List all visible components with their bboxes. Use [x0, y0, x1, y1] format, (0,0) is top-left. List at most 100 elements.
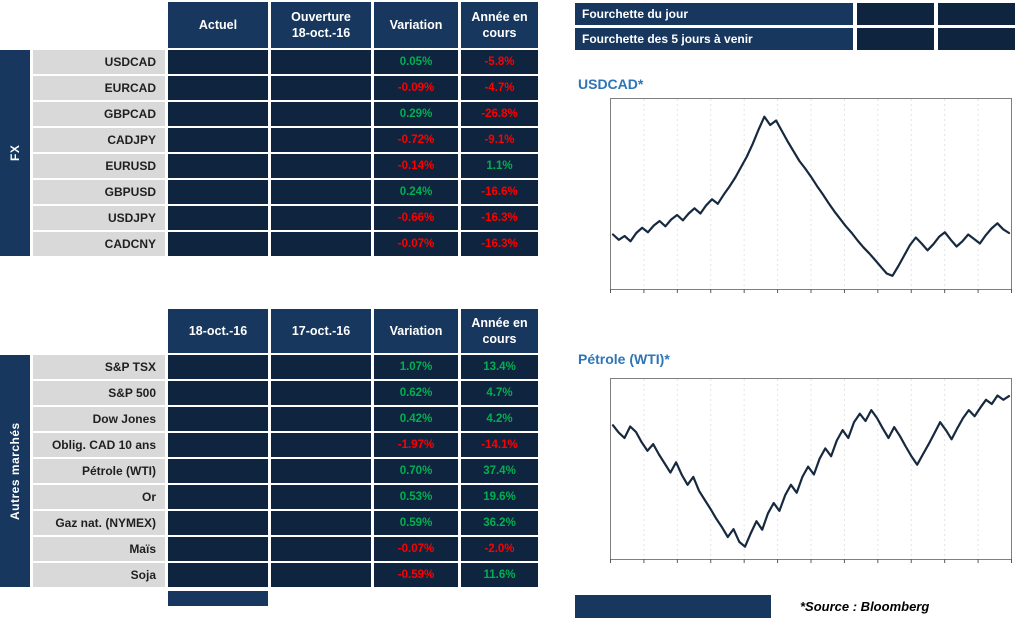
value-cell — [271, 511, 371, 535]
ytd-cell: -14.1% — [461, 433, 538, 457]
value-cell — [168, 563, 268, 587]
value-cell — [168, 381, 268, 405]
row-label: Dow Jones — [33, 407, 165, 431]
wti-chart-title: Pétrole (WTI)* — [578, 351, 670, 367]
variation-cell: 1.07% — [374, 355, 458, 379]
row-label: Maïs — [33, 537, 165, 561]
row-label: S&P TSX — [33, 355, 165, 379]
table-row: CADJPY -0.72% -9.1% — [0, 128, 538, 152]
variation-cell: -0.07% — [374, 537, 458, 561]
row-label: Or — [33, 485, 165, 509]
value-cell — [271, 102, 371, 126]
variation-cell: 0.29% — [374, 102, 458, 126]
ytd-cell: 4.7% — [461, 381, 538, 405]
variation-cell: -0.66% — [374, 206, 458, 230]
fx-header-ouverture: Ouverture 18-oct.-16 — [271, 2, 371, 48]
ytd-cell: -9.1% — [461, 128, 538, 152]
table-row: EURCAD -0.09% -4.7% — [0, 76, 538, 100]
table-row: GBPUSD 0.24% -16.6% — [0, 180, 538, 204]
value-cell — [168, 180, 268, 204]
value-cell — [168, 206, 268, 230]
value-cell — [271, 232, 371, 256]
variation-cell: -0.14% — [374, 154, 458, 178]
markets-header-date2: 17-oct.-16 — [271, 309, 371, 353]
ytd-cell: 36.2% — [461, 511, 538, 535]
value-cell — [168, 459, 268, 483]
variation-cell: 0.05% — [374, 50, 458, 74]
source-note: *Source : Bloomberg — [800, 599, 930, 614]
table-row: USDCAD 0.05% -5.8% — [0, 50, 538, 74]
row-label: CADCNY — [33, 232, 165, 256]
fx-header-variation: Variation — [374, 2, 458, 48]
markets-table: S&P TSX 1.07% 13.4% S&P 500 0.62% 4.7% Dow Jon… — [0, 355, 538, 589]
variation-cell: -0.72% — [374, 128, 458, 152]
fx-table: USDCAD 0.05% -5.8% EURCAD -0.09% -4.7% GBPCAD 0… — [0, 50, 538, 258]
value-cell — [168, 154, 268, 178]
ytd-cell: -26.8% — [461, 102, 538, 126]
value-cell — [271, 206, 371, 230]
row-label: USDJPY — [33, 206, 165, 230]
day-range-label: Fourchette du jour — [575, 3, 853, 25]
usdcad-chart-title: USDCAD* — [578, 76, 644, 92]
table-row: CADCNY -0.07% -16.3% — [0, 232, 538, 256]
row-label: Oblig. CAD 10 ans — [33, 433, 165, 457]
table-row: Or 0.53% 19.6% — [0, 485, 538, 509]
ytd-cell: 1.1% — [461, 154, 538, 178]
ytd-cell: -16.3% — [461, 206, 538, 230]
table-row: S&P TSX 1.07% 13.4% — [0, 355, 538, 379]
ytd-cell: 11.6% — [461, 563, 538, 587]
variation-cell: -0.59% — [374, 563, 458, 587]
value-cell — [271, 355, 371, 379]
fx-header-ytd: Année en cours — [461, 2, 538, 48]
row-label: EURCAD — [33, 76, 165, 100]
value-cell — [271, 407, 371, 431]
ytd-cell: 13.4% — [461, 355, 538, 379]
row-label: S&P 500 — [33, 381, 165, 405]
value-cell — [271, 459, 371, 483]
five-day-range-label: Fourchette des 5 jours à venir — [575, 28, 853, 50]
table-row: GBPCAD 0.29% -26.8% — [0, 102, 538, 126]
table-row: Dow Jones 0.42% 4.2% — [0, 407, 538, 431]
ytd-cell: 19.6% — [461, 485, 538, 509]
markets-header-ytd: Année en cours — [461, 309, 538, 353]
value-cell — [271, 76, 371, 100]
variation-cell: 0.62% — [374, 381, 458, 405]
value-cell — [168, 102, 268, 126]
value-cell — [271, 50, 371, 74]
table-row: Gaz nat. (NYMEX) 0.59% 36.2% — [0, 511, 538, 535]
five-day-range-low-cell — [857, 28, 934, 50]
value-cell — [168, 76, 268, 100]
row-label: CADJPY — [33, 128, 165, 152]
ytd-cell: 4.2% — [461, 407, 538, 431]
value-cell — [168, 537, 268, 561]
ytd-cell: -16.3% — [461, 232, 538, 256]
value-cell — [168, 355, 268, 379]
table-row: S&P 500 0.62% 4.7% — [0, 381, 538, 405]
five-day-range-high-cell — [938, 28, 1015, 50]
ytd-cell: -5.8% — [461, 50, 538, 74]
row-label: EURUSD — [33, 154, 165, 178]
value-cell — [271, 485, 371, 509]
row-label: GBPCAD — [33, 102, 165, 126]
variation-cell: 0.53% — [374, 485, 458, 509]
value-cell — [271, 563, 371, 587]
table-row: Pétrole (WTI) 0.70% 37.4% — [0, 459, 538, 483]
table-row: USDJPY -0.66% -16.3% — [0, 206, 538, 230]
value-cell — [271, 154, 371, 178]
row-label: GBPUSD — [33, 180, 165, 204]
footer-legend-bar — [575, 595, 771, 618]
row-label: Pétrole (WTI) — [33, 459, 165, 483]
ytd-cell: -16.6% — [461, 180, 538, 204]
ytd-cell: -4.7% — [461, 76, 538, 100]
value-cell — [168, 50, 268, 74]
value-cell — [168, 433, 268, 457]
wti-line-chart — [610, 378, 1012, 563]
value-cell — [271, 381, 371, 405]
value-cell — [168, 232, 268, 256]
variation-cell: 0.70% — [374, 459, 458, 483]
variation-cell: 0.24% — [374, 180, 458, 204]
value-cell — [271, 180, 371, 204]
row-label: Soja — [33, 563, 165, 587]
day-range-high-cell — [938, 3, 1015, 25]
markets-header-variation: Variation — [374, 309, 458, 353]
